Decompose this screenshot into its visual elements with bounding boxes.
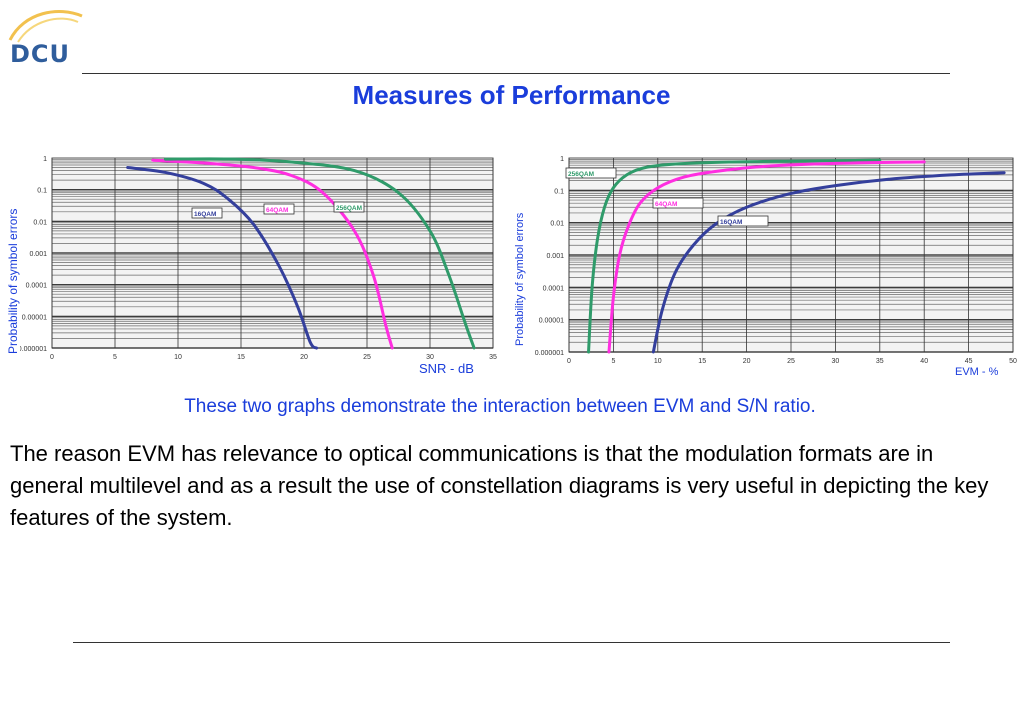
- y-tick-label: 0.00001: [539, 318, 564, 325]
- y-tick-label: 0.001: [546, 253, 564, 260]
- series-label-box: [191, 207, 223, 219]
- x-tick-label: 20: [300, 354, 308, 361]
- y-tick-label: 1: [560, 156, 564, 163]
- x-tick-label: 10: [654, 358, 662, 365]
- series-label-16qam: 16QAM: [720, 219, 742, 226]
- y-tick-label: 1: [43, 156, 47, 163]
- y-tick-label: 0.00001: [22, 314, 47, 321]
- chart-snr-xlabel: SNR - dB: [419, 361, 474, 376]
- caption: These two graphs demonstrate the interac…: [184, 396, 816, 417]
- x-tick-label: 0: [50, 354, 54, 361]
- x-tick-label: 15: [237, 354, 245, 361]
- x-tick-label: 40: [920, 358, 928, 365]
- y-tick-label: 0.1: [554, 188, 564, 195]
- x-tick-label: 5: [113, 354, 117, 361]
- chart-snr-ylabel: Probability of symbol errors: [6, 208, 20, 354]
- x-tick-label: 35: [876, 358, 884, 365]
- body-paragraph: The reason EVM has relevance to optical …: [10, 441, 989, 530]
- x-tick-label: 15: [698, 358, 706, 365]
- page-title: Measures of Performance: [352, 80, 671, 110]
- y-tick-label: 0.1: [37, 188, 47, 195]
- x-tick-label: 30: [426, 354, 434, 361]
- series-line-64qam: [607, 160, 926, 354]
- x-tick-label: 20: [743, 358, 751, 365]
- series-label-box: [717, 215, 769, 227]
- logo-text: DCU: [10, 40, 71, 68]
- x-tick-label: 35: [489, 354, 497, 361]
- chart-evm-ylabel: Probability of symbol errors: [514, 212, 526, 346]
- series-line-256qam: [163, 157, 476, 350]
- series-label-64qam: 64QAM: [655, 201, 677, 208]
- series-line-256qam: [587, 158, 882, 354]
- series-line-16qam: [126, 166, 319, 350]
- x-tick-label: 5: [611, 358, 615, 365]
- series-line-16qam: [651, 171, 1006, 354]
- dcu-logo: DCU: [4, 6, 86, 68]
- bottom-divider: [73, 642, 950, 643]
- y-tick-label: 0.0001: [26, 283, 48, 290]
- x-tick-label: 25: [787, 358, 795, 365]
- x-tick-label: 10: [174, 354, 182, 361]
- top-divider: [82, 73, 950, 74]
- y-tick-label: 0.0001: [543, 285, 565, 292]
- series-line-64qam: [151, 158, 394, 350]
- series-label-box: [652, 197, 704, 209]
- x-tick-label: 25: [363, 354, 371, 361]
- y-tick-label: 0.000001: [535, 350, 564, 357]
- y-tick-label: 0.001: [29, 251, 47, 258]
- x-tick-label: 30: [832, 358, 840, 365]
- series-label-64qam: 64QAM: [266, 207, 288, 214]
- y-tick-label: 0.01: [550, 221, 564, 228]
- series-label-256qam: 256QAM: [568, 171, 594, 178]
- y-tick-label: 0.01: [33, 219, 47, 226]
- series-label-box: [263, 203, 295, 215]
- x-tick-label: 50: [1009, 358, 1017, 365]
- y-tick-label: 0.000001: [20, 346, 47, 353]
- series-label-box: [333, 201, 365, 213]
- chart-evm-xlabel: EVM - %: [955, 366, 999, 378]
- x-tick-label: 0: [567, 358, 571, 365]
- x-tick-label: 45: [965, 358, 973, 365]
- series-label-256qam: 256QAM: [336, 205, 362, 212]
- series-label-16qam: 16QAM: [194, 211, 216, 218]
- series-label-box: [565, 167, 617, 179]
- logo-swoosh-icon: [8, 9, 83, 43]
